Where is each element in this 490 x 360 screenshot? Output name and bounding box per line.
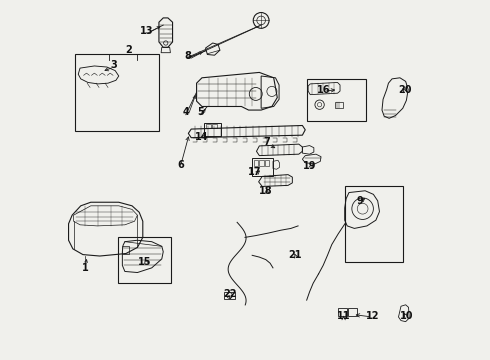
Bar bbox=[259, 160, 264, 166]
Text: 5: 5 bbox=[197, 107, 203, 117]
Text: 13: 13 bbox=[140, 26, 153, 36]
Text: 22: 22 bbox=[223, 289, 237, 299]
Bar bbox=[212, 124, 218, 129]
Bar bbox=[118, 237, 172, 283]
Text: 6: 6 bbox=[177, 160, 184, 170]
Text: 12: 12 bbox=[366, 311, 379, 320]
Bar bbox=[338, 309, 347, 316]
Bar bbox=[265, 160, 270, 166]
Text: 8: 8 bbox=[184, 51, 191, 61]
Text: 15: 15 bbox=[138, 257, 151, 267]
Text: 17: 17 bbox=[248, 167, 262, 177]
Bar bbox=[254, 160, 258, 166]
Text: 2: 2 bbox=[125, 45, 132, 55]
Bar bbox=[224, 292, 235, 299]
Text: 18: 18 bbox=[259, 186, 272, 196]
Text: 10: 10 bbox=[400, 311, 413, 320]
Text: 14: 14 bbox=[195, 132, 209, 142]
Text: 1: 1 bbox=[82, 263, 89, 273]
Text: 20: 20 bbox=[398, 85, 411, 95]
Bar bbox=[122, 246, 129, 253]
Bar bbox=[205, 124, 211, 129]
Bar bbox=[204, 123, 221, 136]
Text: 19: 19 bbox=[303, 161, 317, 171]
Bar bbox=[252, 158, 273, 176]
Text: 4: 4 bbox=[182, 107, 189, 117]
Bar bbox=[307, 79, 366, 121]
Text: 7: 7 bbox=[263, 138, 270, 147]
Text: 3: 3 bbox=[111, 59, 118, 69]
Bar bbox=[335, 102, 343, 108]
Bar bbox=[344, 186, 403, 262]
Text: 11: 11 bbox=[337, 311, 350, 320]
Text: 21: 21 bbox=[289, 250, 302, 260]
Bar bbox=[74, 54, 159, 131]
Bar bbox=[347, 309, 357, 316]
Text: 16: 16 bbox=[317, 85, 331, 95]
Text: 9: 9 bbox=[356, 196, 363, 206]
